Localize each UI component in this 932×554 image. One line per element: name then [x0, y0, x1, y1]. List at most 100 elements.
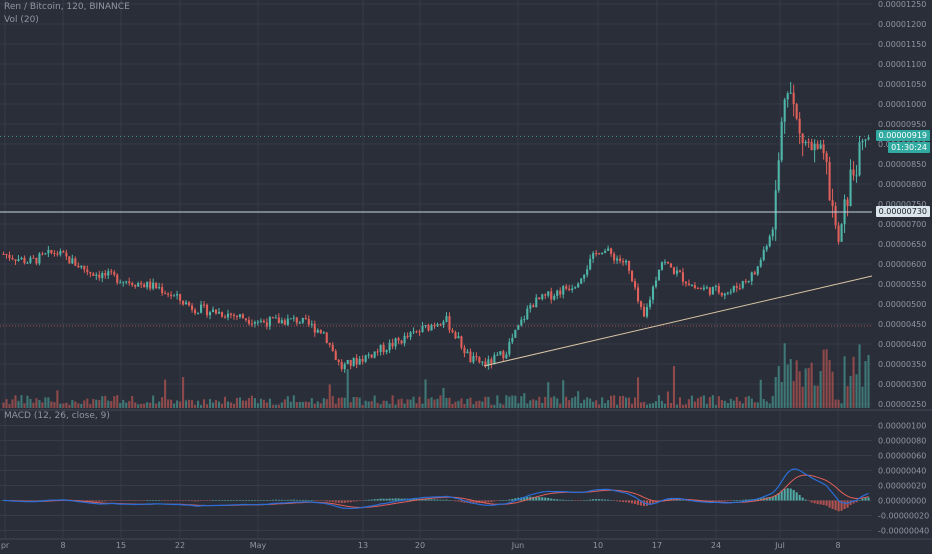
candle-body: [616, 258, 619, 261]
volume-bar: [654, 401, 658, 408]
candle-body: [822, 144, 825, 154]
candle-body: [259, 320, 262, 322]
candle-body: [478, 357, 481, 363]
macd-histogram-bar: [538, 497, 541, 501]
volume-bar: [601, 397, 604, 408]
macd-histogram-bar: [681, 500, 684, 501]
volume-bar: [663, 403, 667, 408]
candle-body: [421, 326, 424, 332]
candle-body: [762, 249, 765, 261]
macd-histogram-bar: [559, 499, 562, 501]
candle-body: [313, 324, 316, 333]
volume-bar: [50, 401, 53, 408]
volume-bar: [319, 403, 322, 408]
volume-bar: [822, 349, 825, 408]
volume-bar: [681, 404, 684, 408]
macd-histogram-bar: [867, 497, 870, 501]
candle-body: [592, 253, 595, 259]
volume-bar: [586, 397, 589, 408]
volume-bar: [217, 401, 221, 408]
candle-body: [77, 265, 80, 268]
candle-body: [705, 287, 708, 289]
macd-histogram-bar: [526, 496, 529, 501]
time-tick-label: Jun: [511, 541, 525, 550]
macd-histogram-bar: [214, 500, 218, 501]
volume-bar: [625, 397, 628, 408]
volume-bar: [502, 404, 505, 408]
volume-bar: [436, 398, 439, 408]
macd-histogram-bar: [131, 500, 134, 501]
candle-body: [861, 140, 864, 143]
price-tick-label: 0.00000600: [878, 260, 926, 269]
macd-histogram-bar: [523, 497, 526, 501]
candle-body: [481, 361, 484, 363]
macd-histogram-bar: [29, 500, 32, 501]
macd-histogram-bar: [729, 500, 732, 501]
candle-body: [424, 325, 427, 327]
macd-histogram-bar: [613, 500, 616, 501]
volume-bar: [798, 371, 801, 408]
volume-bar: [74, 401, 77, 408]
candle-body: [268, 317, 271, 327]
volume-bar: [610, 395, 613, 408]
candle-body: [38, 253, 41, 264]
macd-histogram-bar: [732, 500, 735, 501]
candle-body: [864, 139, 867, 141]
candle-body: [493, 355, 496, 365]
candle-body: [807, 141, 810, 143]
macd-histogram-bar: [376, 499, 379, 501]
macd-histogram-bar: [238, 500, 241, 501]
volume-bar: [367, 401, 370, 408]
candle-body: [35, 257, 38, 264]
volume-bar: [613, 395, 616, 408]
candle-body: [589, 258, 592, 270]
volume-bar: [208, 399, 212, 408]
volume-bar: [134, 402, 137, 408]
volume-bar: [532, 399, 535, 408]
macd-histogram-bar: [607, 499, 610, 501]
candle-body: [262, 320, 265, 323]
volume-bar: [352, 397, 355, 408]
candle-body: [271, 317, 274, 319]
macd-histogram-bar: [316, 500, 319, 501]
candle-body: [553, 295, 556, 300]
candle-body: [840, 224, 843, 242]
candle-body: [523, 319, 526, 321]
candle-body: [678, 270, 681, 273]
macd-histogram-bar: [675, 499, 678, 501]
candle-body: [687, 283, 690, 286]
macd-histogram-bar: [301, 499, 304, 501]
volume-bar: [633, 397, 637, 408]
candle-body: [601, 252, 604, 254]
macd-histogram-bar: [149, 500, 152, 501]
volume-bar: [388, 404, 391, 408]
volume-bar: [188, 399, 191, 408]
volume-bar: [334, 403, 337, 408]
volume-bar: [415, 403, 418, 408]
volume-bar: [253, 398, 256, 408]
volume-bar: [197, 400, 200, 408]
macd-histogram-bar: [792, 490, 795, 501]
volume-bar: [505, 395, 508, 408]
macd-histogram-bar: [116, 500, 119, 501]
time-tick-label: 8: [60, 541, 65, 550]
macd-histogram-bar: [813, 500, 816, 504]
candle-body: [397, 338, 400, 341]
macd-histogram-bar: [589, 499, 592, 501]
macd-histogram-bar: [313, 500, 316, 501]
candle-body: [110, 271, 113, 273]
volume-bar: [843, 356, 846, 408]
macd-histogram-bar: [631, 500, 634, 504]
macd-histogram-bar: [220, 500, 224, 501]
volume-bar: [490, 404, 493, 408]
candle-body: [400, 340, 403, 344]
macd-label: MACD (12, 26, close, 9): [4, 411, 110, 421]
volume-bar: [376, 402, 379, 408]
volume-bar: [412, 396, 415, 408]
candle-body: [241, 314, 244, 319]
volume-bar: [214, 400, 218, 408]
macd-histogram-bar: [427, 499, 430, 501]
macd-histogram-bar: [155, 500, 158, 501]
